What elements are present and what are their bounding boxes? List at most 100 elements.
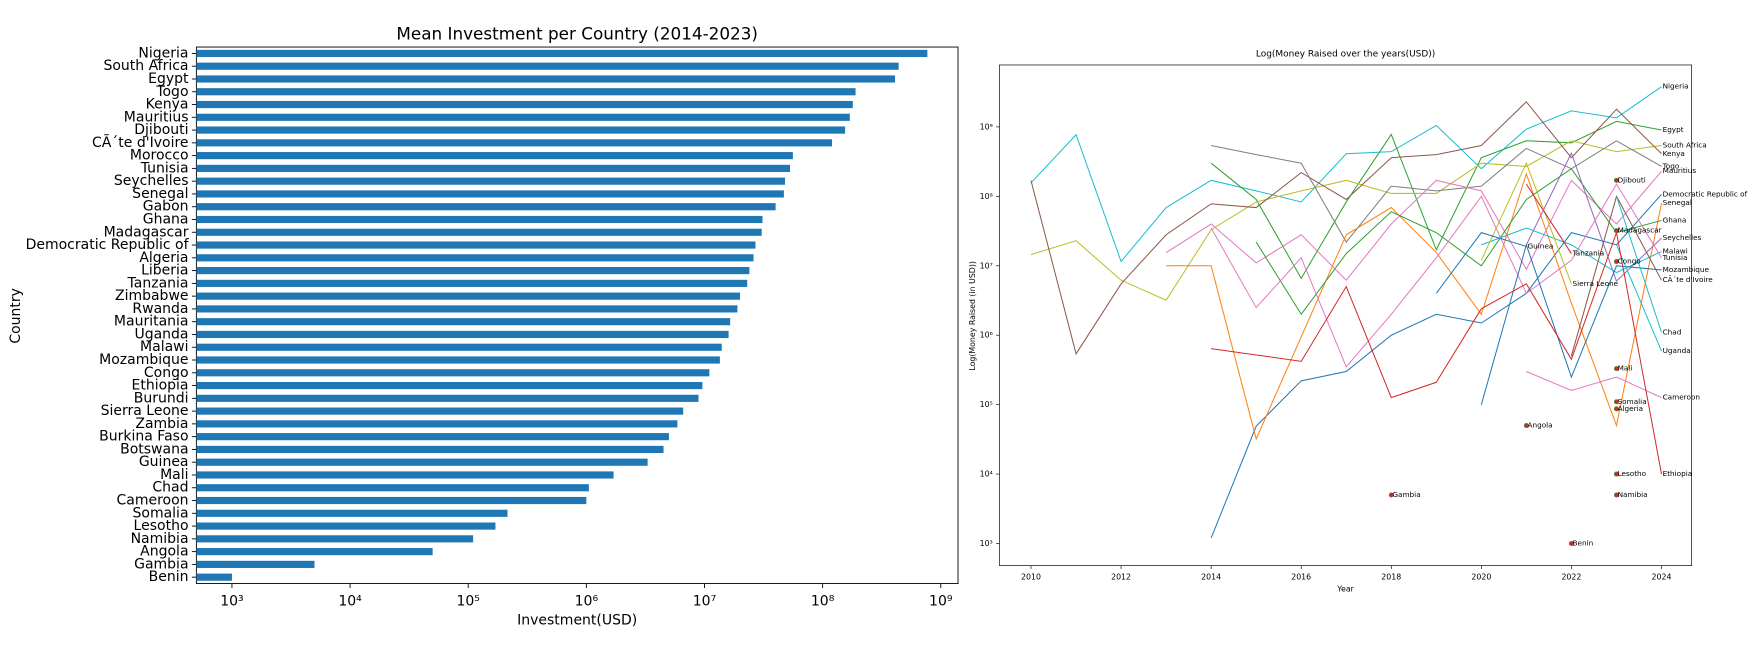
y-tick-label: Algeria [139, 250, 188, 266]
y-tick-label: Uganda [134, 326, 188, 342]
y-tick-label: Zambia [135, 416, 188, 432]
y-tick-label: Tanzania [127, 275, 189, 291]
point [1613, 406, 1619, 412]
y-tick-label: Tunisia [140, 160, 189, 176]
series-line [1166, 172, 1663, 441]
y-tick-label: Gabon [143, 199, 189, 215]
y-tick-label: 10⁵ [980, 400, 993, 409]
series-label: Senegal [1663, 198, 1692, 207]
series-line [1481, 227, 1662, 274]
bar [196, 573, 232, 581]
x-tick-label: 2020 [1471, 572, 1491, 581]
series-line [1030, 101, 1662, 356]
series-line [1030, 86, 1662, 263]
series-line [1616, 244, 1663, 352]
bar [196, 522, 496, 530]
series-label: Benin [1573, 539, 1594, 548]
y-tick-label: 10³ [980, 539, 993, 548]
series-label: Mozambique [1663, 265, 1710, 274]
y-tick-label: Djibouti [134, 122, 188, 138]
y-tick-label: Mozambique [99, 352, 188, 368]
series-label: Tunisia [1662, 253, 1688, 262]
series-label: Mauritius [1663, 166, 1697, 175]
left-title: Mean Investment per Country (2014-2023) [396, 24, 758, 44]
y-tick-label: Malawi [140, 339, 188, 355]
series-line [1480, 243, 1662, 405]
y-tick-label: Botswana [120, 441, 188, 457]
y-tick-label: 10⁷ [980, 261, 993, 270]
bar [196, 535, 474, 543]
y-tick-label: Ghana [143, 211, 189, 227]
series-line [1616, 196, 1663, 333]
bar [196, 88, 856, 96]
bar [196, 126, 846, 134]
bar [196, 420, 678, 428]
y-tick-label: Sierra Leone [101, 403, 189, 419]
series-line [1255, 167, 1662, 316]
y-tick-label: Nigeria [138, 45, 188, 61]
point [1613, 399, 1619, 405]
series-label: Guinea [1528, 241, 1554, 250]
x-tick-label: 2010 [1021, 572, 1041, 581]
series-label: Democratic Republic of [1663, 189, 1748, 198]
x-tick-label: 2018 [1381, 572, 1401, 581]
bar [196, 330, 729, 339]
point [1613, 177, 1619, 183]
x-tick-label: 2014 [1201, 572, 1221, 581]
y-tick-label: Liberia [141, 263, 188, 279]
y-tick-label: Seychelles [114, 173, 189, 189]
y-tick-label: Rwanda [132, 301, 188, 317]
bar [196, 471, 614, 479]
y-tick-label: Burkina Faso [99, 429, 188, 445]
series-label: Congo [1618, 257, 1642, 266]
y-tick-label: 10⁹ [980, 122, 993, 131]
left-y-label: Country [8, 288, 24, 344]
y-tick-label: Guinea [139, 454, 189, 470]
series-label: Namibia [1618, 490, 1648, 499]
series-label: Togo [1662, 161, 1680, 170]
y-tick-label: Madagascar [104, 224, 189, 240]
y-tick-label: Mali [160, 467, 188, 483]
bar [196, 228, 762, 236]
right-x-label: Year [1336, 585, 1354, 594]
y-tick-label: Ethiopia [132, 378, 189, 394]
bar [196, 445, 664, 454]
point [1613, 366, 1619, 372]
bar [196, 433, 669, 441]
series-label: Nigeria [1663, 82, 1689, 91]
series-line [1211, 230, 1663, 475]
series-label: Egypt [1663, 125, 1684, 134]
series-line [1435, 232, 1527, 294]
bar [196, 164, 791, 172]
series-label: Angola [1528, 421, 1553, 430]
series-line [1210, 183, 1662, 368]
bar [196, 177, 785, 185]
x-tick-label: 2016 [1291, 572, 1311, 581]
bar [196, 113, 850, 121]
series-line [1211, 140, 1662, 243]
bar [196, 215, 763, 224]
bar [196, 139, 832, 147]
x-tick-label: 10⁶ [575, 593, 599, 609]
series-line [1480, 161, 1572, 285]
bar [196, 62, 899, 70]
bar [196, 267, 750, 275]
series-label: Kenya [1663, 149, 1685, 158]
y-tick-label: Chad [152, 480, 188, 496]
point [1523, 423, 1529, 429]
series-label: Seychelles [1663, 233, 1702, 242]
series-label: Sierra Leone [1573, 279, 1619, 288]
bar [196, 343, 722, 351]
x-tick-label: 2012 [1111, 572, 1131, 581]
y-tick-label: 10⁴ [980, 470, 993, 479]
y-tick-label: 10⁶ [980, 331, 993, 340]
series-label: Ethiopia [1663, 469, 1693, 478]
y-tick-label: Benin [149, 569, 189, 585]
y-tick-label: Burundi [134, 390, 189, 406]
point [1388, 492, 1394, 498]
x-tick-label: 10⁴ [338, 593, 362, 609]
point [1613, 228, 1619, 234]
series-line [1030, 140, 1662, 301]
